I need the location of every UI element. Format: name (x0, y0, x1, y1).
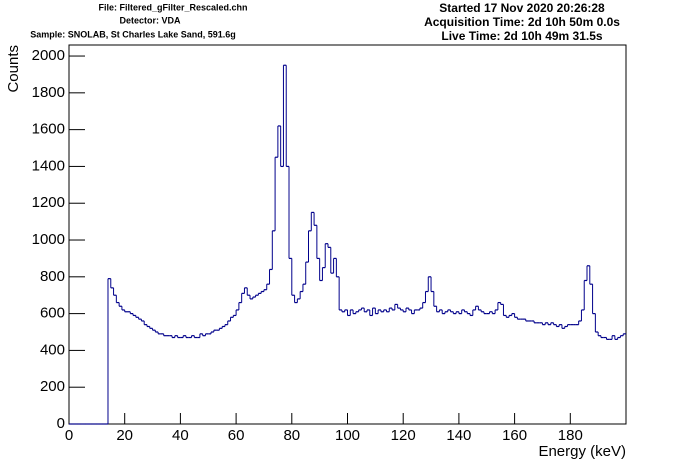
acquisition-label: Acquisition Time: 2d 10h 50m 0.0s (424, 15, 620, 29)
x-tick-label: 0 (65, 427, 73, 444)
y-tick-label: 200 (40, 378, 65, 395)
plot-frame (68, 44, 627, 425)
y-tick-label: 600 (40, 305, 65, 322)
y-tick-label: 1600 (32, 121, 65, 138)
y-tick-label: 1400 (32, 157, 65, 174)
x-tick-label: 160 (502, 427, 527, 444)
x-tick-label: 120 (391, 427, 416, 444)
detector-label: Detector: VDA (119, 15, 181, 25)
x-tick-label: 40 (172, 427, 189, 444)
x-tick-label: 180 (558, 427, 583, 444)
x-tick-label: 100 (335, 427, 360, 444)
x-tick-label: 60 (228, 427, 245, 444)
started-label: Started 17 Nov 2020 20:26:28 (439, 1, 605, 15)
file-label: File: Filtered_gFilter_Rescaled.chn (98, 2, 247, 12)
x-tick-label: 20 (116, 427, 133, 444)
livetime-label: Live Time: 2d 10h 49m 31.5s (441, 29, 603, 43)
y-tick-label: 2000 (32, 47, 65, 64)
sample-label: Sample: SNOLAB, St Charles Lake Sand, 59… (30, 29, 236, 39)
y-tick-label: 800 (40, 268, 65, 285)
y-tick-label: 1000 (32, 231, 65, 248)
y-tick-label: 0 (57, 415, 65, 432)
x-tick-label: 80 (283, 427, 300, 444)
x-axis-label: Energy (keV) (538, 443, 626, 460)
y-tick-label: 1800 (32, 84, 65, 101)
y-tick-label: 1200 (32, 194, 65, 211)
y-tick-label: 400 (40, 341, 65, 358)
y-axis-label: Counts (5, 45, 22, 93)
x-tick-label: 140 (446, 427, 471, 444)
